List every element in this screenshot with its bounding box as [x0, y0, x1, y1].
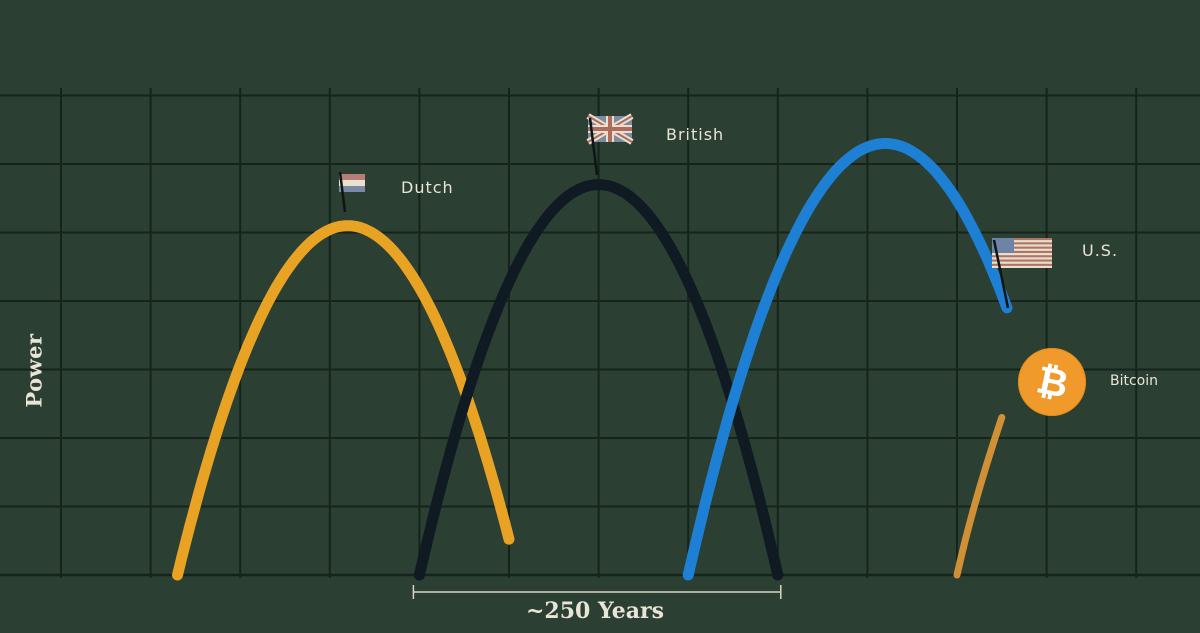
us-flag-canton — [992, 238, 1014, 253]
us-flag-stripe — [992, 259, 1052, 262]
flags-layer — [338, 113, 1052, 309]
us-flag-icon — [992, 238, 1052, 268]
british-flag-pole — [588, 117, 599, 176]
series-us-arc — [682, 138, 1013, 581]
series-label-british: British — [666, 125, 725, 144]
dutch-flag-pole — [338, 171, 347, 213]
dutch-flag-stripe-red — [339, 174, 365, 180]
british-flag-cross-red — [588, 116, 632, 142]
series-british-arc — [413, 179, 784, 581]
us-flag-stripe — [992, 250, 1052, 253]
series-dutch-arc — [172, 220, 515, 581]
grid — [0, 88, 1200, 578]
series-bitcoin-arc — [953, 413, 1006, 579]
series-label-bitcoin: Bitcoin — [1110, 373, 1159, 389]
us-flag-stripe — [992, 238, 1052, 241]
dutch-flag-stripe-blue — [339, 186, 365, 192]
dutch-flag-icon — [339, 174, 365, 192]
span-bracket — [412, 585, 782, 599]
us-flag-stripe — [992, 255, 1052, 258]
us-flag-stripe — [992, 246, 1052, 249]
y-axis-label-text: Power — [21, 332, 47, 408]
us-flag-pole — [992, 239, 1010, 309]
bitcoin-coin-icon: ₿ — [1018, 348, 1086, 416]
y-axis-label: Power — [4, 300, 64, 440]
us-flag-stripe — [992, 242, 1052, 245]
series-layer — [172, 138, 1013, 581]
us-flag-stripe — [992, 263, 1052, 266]
british-flag-icon — [586, 113, 634, 145]
dutch-flag-stripe-white — [339, 180, 365, 186]
series-label-dutch: Dutch — [401, 178, 454, 197]
series-label-us: U.S. — [1082, 241, 1119, 260]
x-axis-label: ~250 Years — [525, 598, 665, 624]
